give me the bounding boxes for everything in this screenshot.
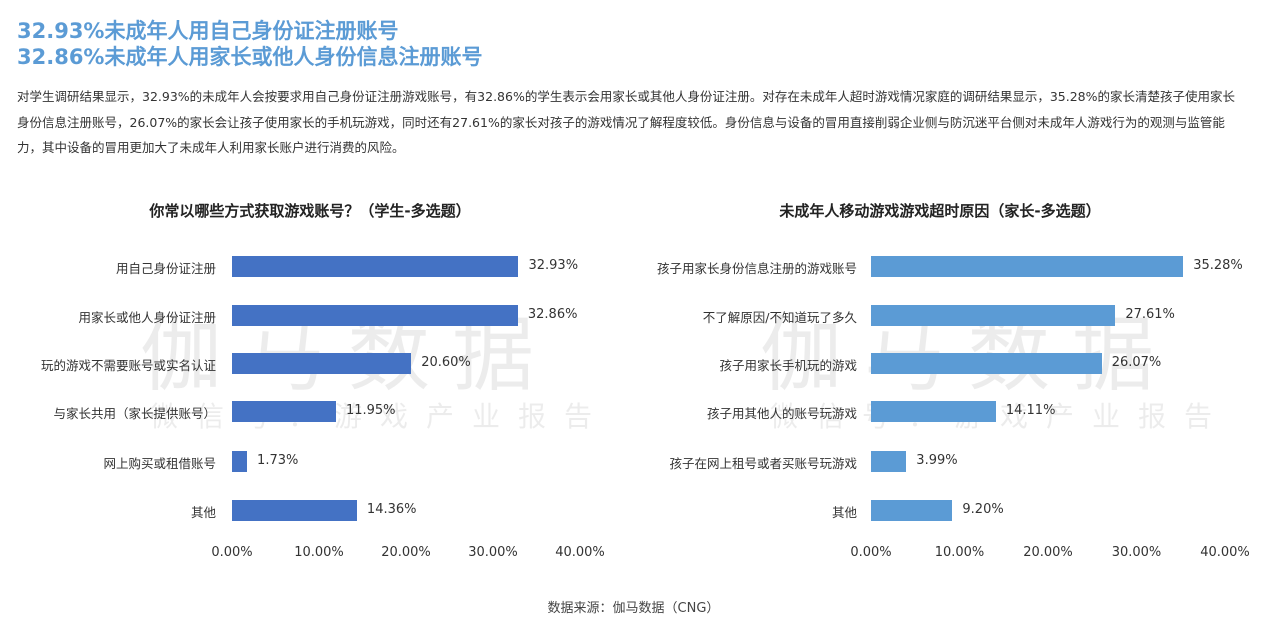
summary-paragraph: 对学生调研结果显示，32.93%的未成年人会按要求用自己身份证注册游戏账号，有3… bbox=[17, 89, 1235, 155]
category-label: 与家长共用（家长提供账号） bbox=[53, 406, 216, 421]
value-label: 11.95% bbox=[345, 403, 396, 418]
x-tick-label: 10.00% bbox=[934, 545, 985, 560]
category-label: 不了解原因/不知道玩了多久 bbox=[702, 310, 857, 325]
bar bbox=[232, 256, 519, 277]
bar bbox=[871, 451, 907, 472]
value-label: 3.99% bbox=[916, 453, 958, 468]
x-tick-label: 30.00% bbox=[468, 545, 518, 560]
category-label: 孩子在网上租号或者买账号玩游戏 bbox=[669, 456, 857, 471]
category-label: 其他 bbox=[190, 505, 216, 520]
x-tick-label: 20.00% bbox=[1023, 545, 1073, 560]
category-label: 孩子用其他人的账号玩游戏 bbox=[706, 406, 857, 421]
x-tick-label: 10.00% bbox=[294, 545, 344, 560]
category-label: 网上购买或租借账号 bbox=[103, 456, 216, 471]
bar bbox=[232, 401, 336, 422]
value-label: 27.61% bbox=[1125, 307, 1175, 322]
value-label: 14.36% bbox=[366, 502, 417, 517]
category-label: 孩子用家长身份信息注册的游戏账号 bbox=[656, 261, 857, 276]
data-source: 数据来源：伽马数据（CNG） bbox=[547, 601, 720, 616]
x-tick-label: 20.00% bbox=[381, 545, 431, 560]
bar bbox=[232, 353, 412, 374]
bar bbox=[871, 401, 996, 422]
category-label: 用自己身份证注册 bbox=[115, 261, 216, 276]
value-label: 20.60% bbox=[421, 355, 471, 370]
chart-title: 你常以哪些方式获取游戏账号？（学生-多选题） bbox=[149, 202, 471, 220]
category-label: 其他 bbox=[831, 505, 857, 520]
bar bbox=[232, 500, 357, 521]
x-tick-label: 40.00% bbox=[1200, 545, 1250, 560]
category-label: 用家长或他人身份证注册 bbox=[78, 310, 216, 325]
bar bbox=[871, 256, 1184, 277]
value-label: 32.93% bbox=[528, 258, 579, 273]
bar bbox=[871, 500, 953, 521]
headline-1: 32.93%未成年人用自己身份证注册账号 bbox=[17, 19, 399, 43]
x-tick-label: 0.00% bbox=[211, 545, 253, 560]
category-label: 玩的游戏不需要账号或实名认证 bbox=[40, 358, 216, 373]
bar bbox=[871, 353, 1102, 374]
value-label: 1.73% bbox=[257, 453, 299, 468]
value-label: 9.20% bbox=[962, 502, 1004, 517]
chart-title: 未成年人移动游戏游戏超时原因（家长-多选题） bbox=[779, 202, 1101, 220]
x-tick-label: 0.00% bbox=[850, 545, 892, 560]
headline-2: 32.86%未成年人用家长或他人身份信息注册账号 bbox=[17, 45, 483, 69]
bar bbox=[232, 451, 248, 472]
x-tick-label: 40.00% bbox=[555, 545, 605, 560]
bar bbox=[232, 305, 518, 326]
value-label: 35.28% bbox=[1193, 258, 1243, 273]
value-label: 26.07% bbox=[1111, 355, 1162, 370]
value-label: 14.11% bbox=[1005, 403, 1056, 418]
x-tick-label: 30.00% bbox=[1111, 545, 1162, 560]
value-label: 32.86% bbox=[527, 307, 578, 322]
bar bbox=[871, 305, 1116, 326]
category-label: 孩子用家长手机玩的游戏 bbox=[719, 358, 857, 373]
